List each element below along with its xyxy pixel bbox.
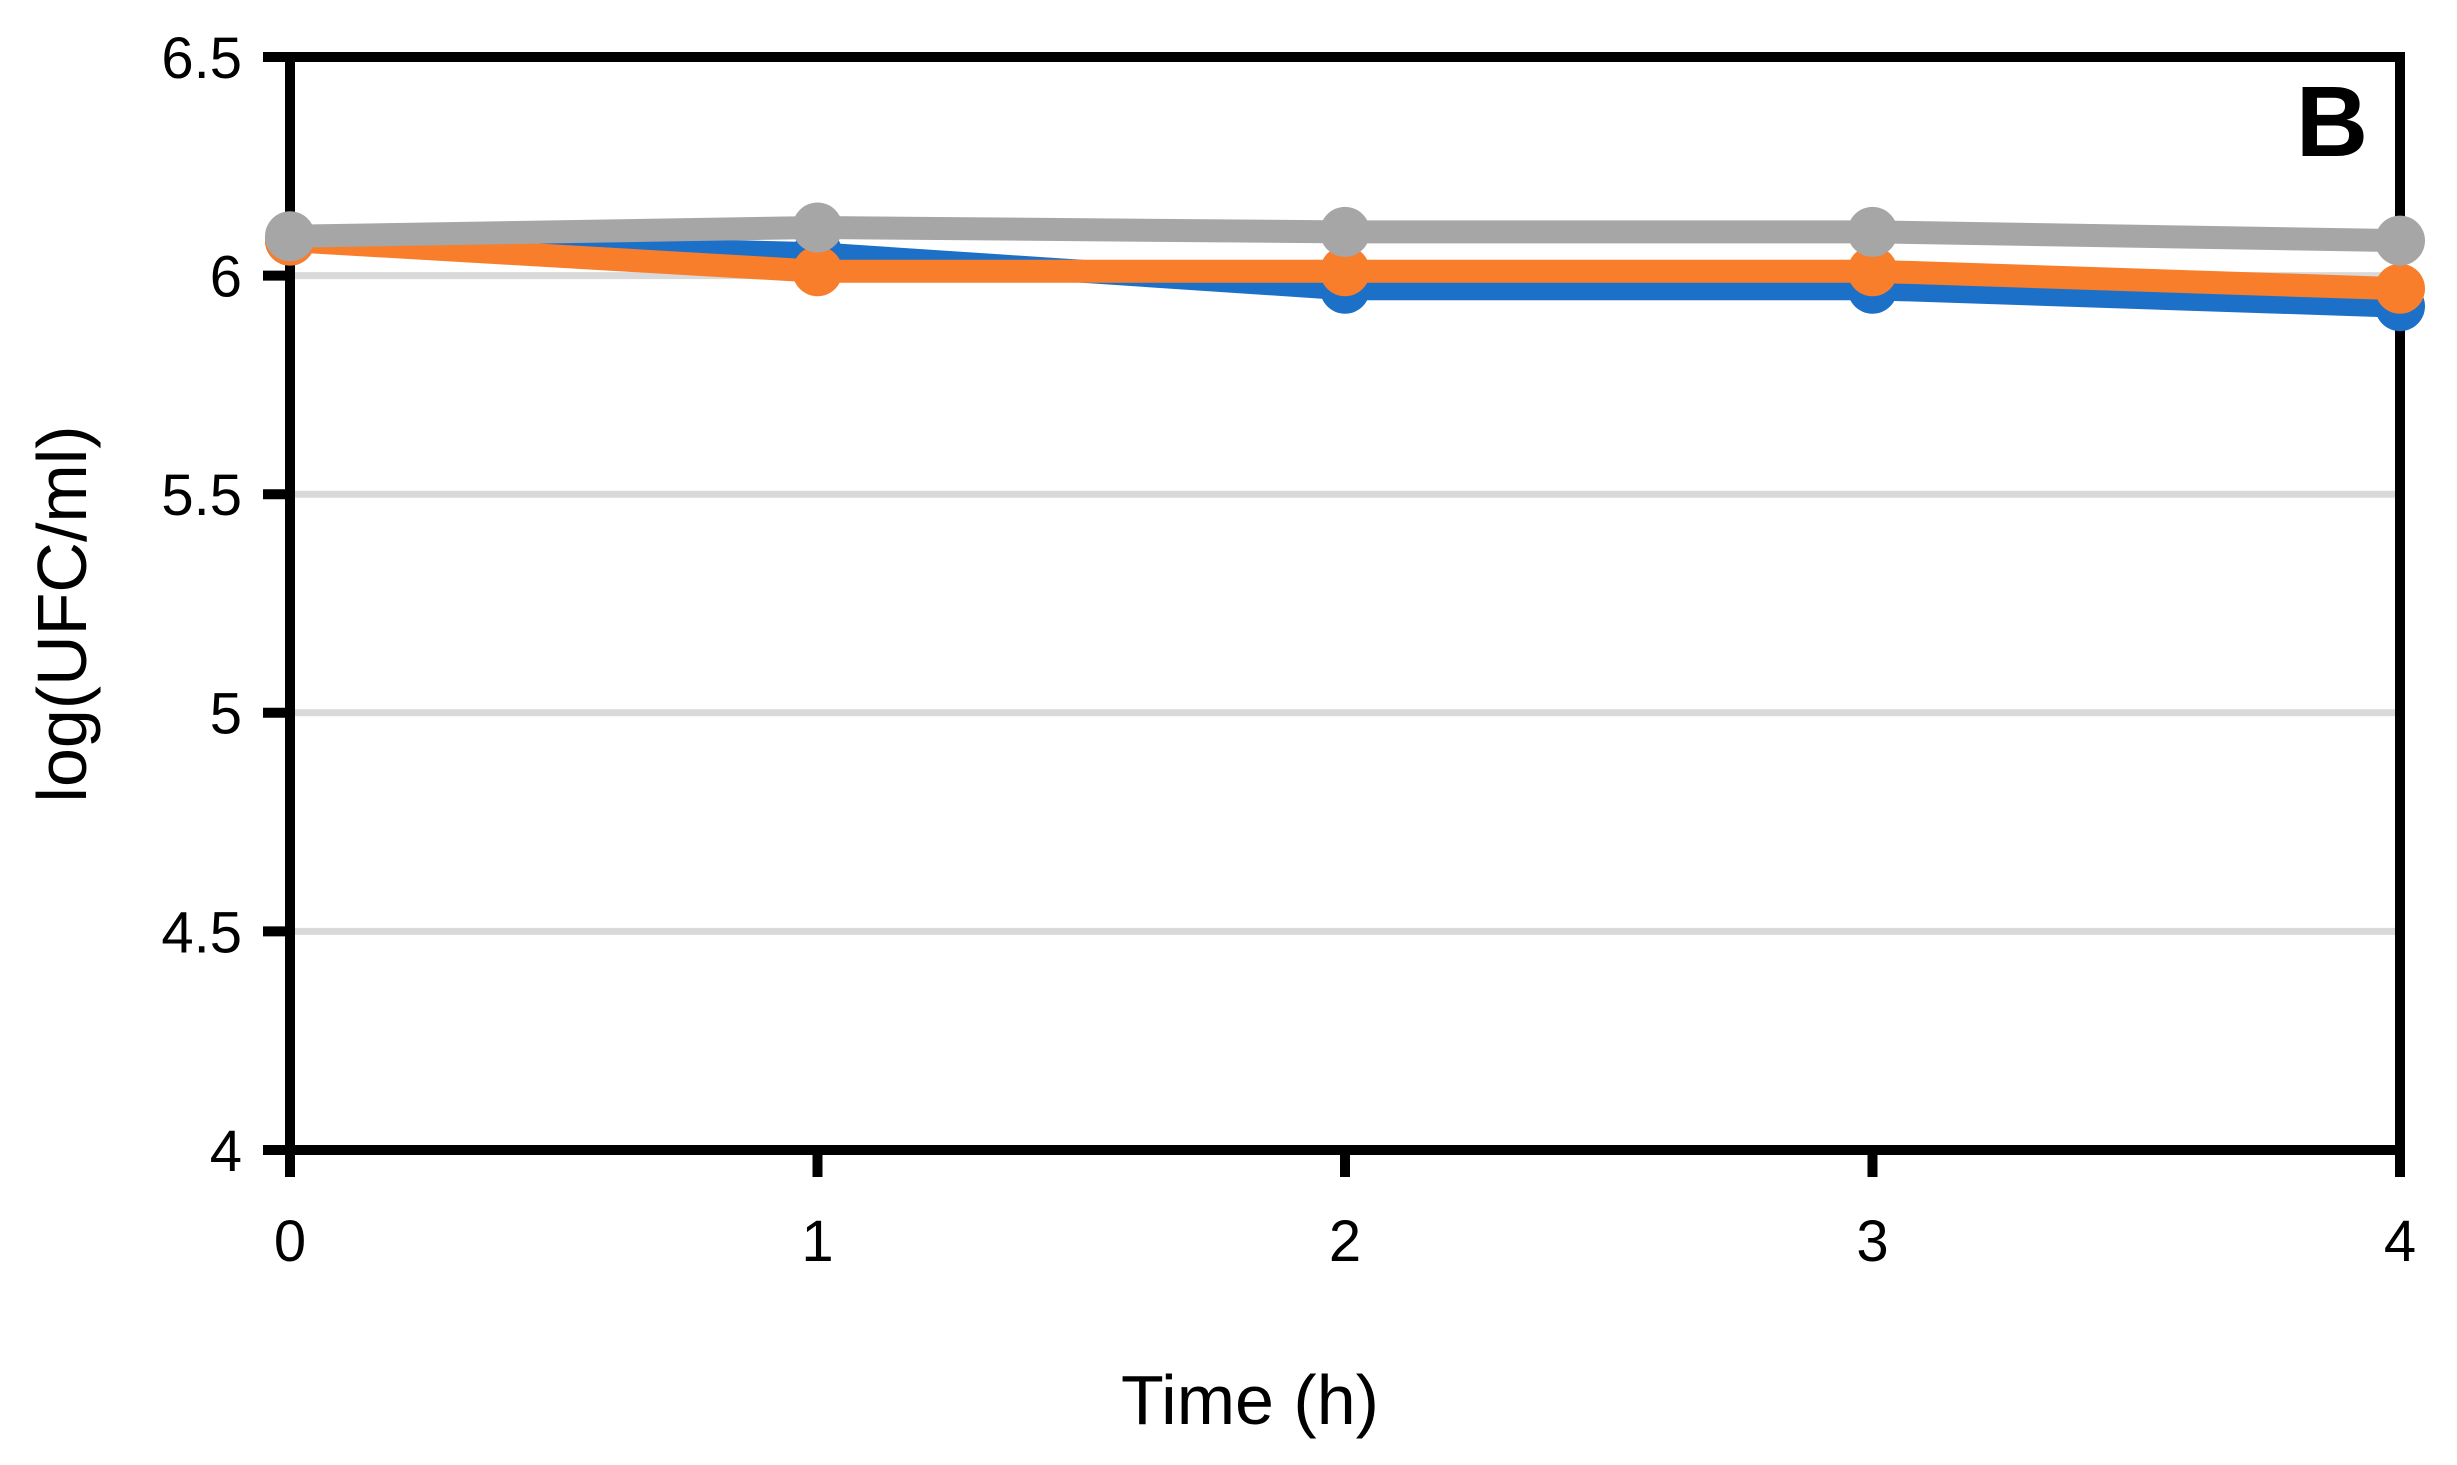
x-tick-label: 4 [2384,1209,2416,1274]
y-tick-label: 5.5 [161,463,242,528]
series-orange-marker [1320,246,1370,297]
x-tick-label: 0 [274,1209,306,1274]
series-gray-marker [2375,215,2425,266]
panel-label: B [2295,66,2369,178]
series-gray-marker [792,202,843,253]
series-orange-marker [792,246,843,297]
y-tick-label: 5 [210,682,242,747]
x-tick-label: 1 [801,1209,833,1274]
series-orange-marker [2375,263,2425,314]
y-tick-label: 4 [210,1119,242,1184]
y-tick-label: 6 [210,244,242,309]
x-tick-label: 3 [1856,1209,1888,1274]
y-axis-title: log(UFC/ml) [23,425,101,803]
x-tick-label: 2 [1329,1209,1361,1274]
x-axis-title: Time (h) [1121,1361,1379,1439]
series-gray-marker [1320,206,1370,257]
y-tick-label: 4.5 [161,900,242,965]
series-gray-marker [1847,206,1898,257]
series-gray-marker [265,211,315,262]
y-tick-label: 6.5 [161,26,242,91]
series-orange-marker [1847,246,1898,297]
